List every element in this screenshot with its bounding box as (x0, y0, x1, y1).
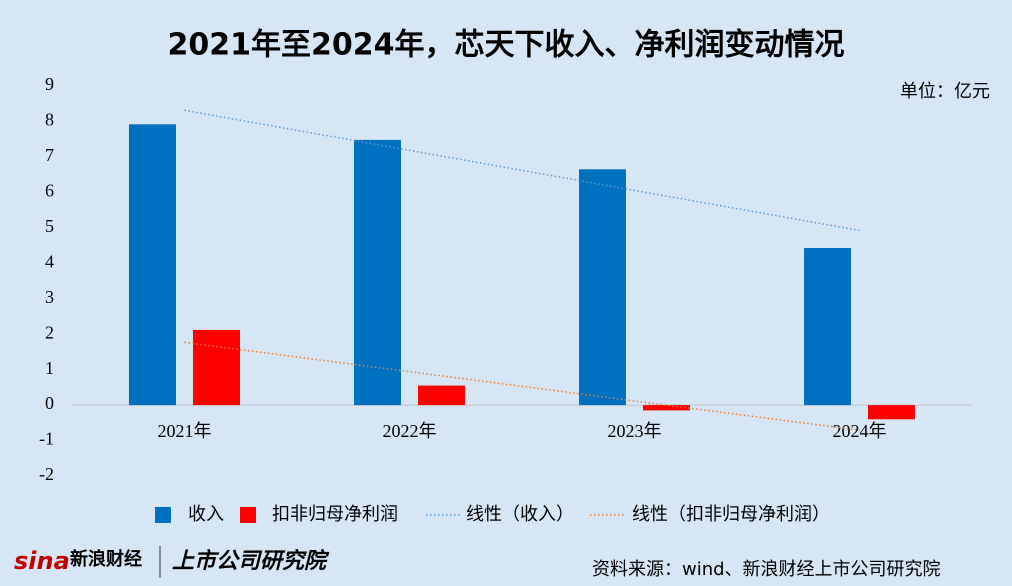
bar (643, 405, 690, 411)
bar (804, 248, 851, 406)
x-tick-label: 2023年 (608, 421, 662, 441)
bar (579, 169, 626, 406)
logo-institute: 上市公司研究院 (172, 548, 330, 574)
y-tick-label: 4 (45, 251, 54, 271)
chart-title: 2021年至2024年，芯天下收入、净利润变动情况 (168, 28, 845, 63)
legend-label: 线性（扣非归母净利润） (632, 504, 830, 525)
y-tick-label: 3 (45, 287, 54, 307)
logo-finance: 新浪财经 (70, 548, 142, 570)
y-tick-label: 2 (45, 322, 54, 342)
y-tick-label: 6 (45, 180, 54, 200)
bar (354, 139, 401, 406)
x-tick-label: 2021年 (158, 421, 212, 441)
y-tick-label: -1 (39, 429, 54, 449)
legend-swatch (240, 507, 256, 523)
bar (193, 329, 240, 406)
x-tick-label: 2024年 (833, 421, 887, 441)
bar (129, 124, 176, 406)
source: 资料来源：wind、新浪财经上市公司研究院 (592, 559, 941, 580)
legend-swatch (155, 507, 171, 523)
trendline (184, 341, 860, 431)
bar (868, 405, 915, 420)
y-tick-label: 9 (45, 74, 54, 94)
y-tick-label: 5 (45, 216, 54, 236)
legend-label: 收入 (188, 504, 224, 525)
y-tick-label: -2 (39, 464, 54, 484)
y-tick-label: 8 (45, 110, 54, 130)
y-tick-label: 7 (45, 145, 54, 165)
x-tick-label: 2022年 (383, 421, 437, 441)
legend-label: 线性（收入） (466, 504, 574, 525)
bar (418, 385, 465, 406)
logo-sina: sina (14, 547, 70, 575)
legend-label: 扣非归母净利润 (272, 504, 398, 525)
trendline (184, 109, 860, 232)
y-tick-label: 0 (45, 393, 54, 413)
unit-label: 单位：亿元 (900, 81, 990, 102)
y-tick-label: 1 (45, 358, 54, 378)
